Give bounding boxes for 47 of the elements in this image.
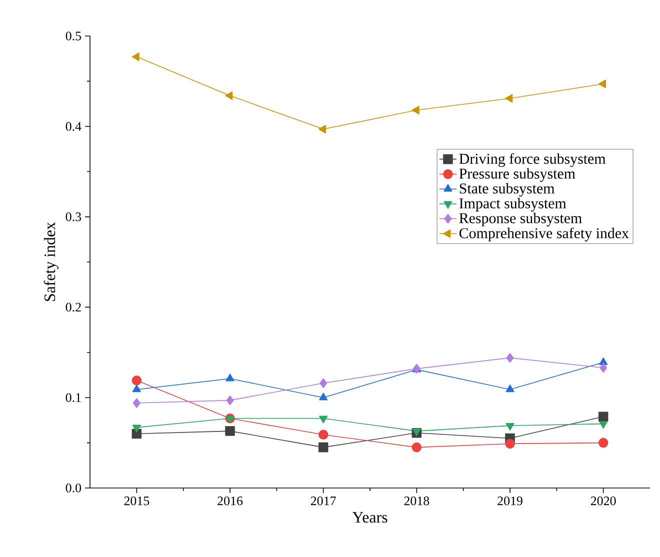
point [319, 416, 328, 424]
y-tick-label: 0.3 [66, 212, 82, 222]
y-tick-label: 0.0 [66, 484, 82, 492]
x-tick-label: 2015 [124, 496, 150, 506]
point [412, 442, 422, 452]
point [318, 430, 328, 440]
x-tick-label: 2020 [590, 496, 616, 506]
point [319, 392, 328, 400]
x-tick-label: 2016 [218, 496, 243, 506]
legend-label: Pressure subsystem [459, 168, 576, 182]
point [225, 426, 235, 436]
legend-label: Impact subsystem [459, 198, 566, 212]
y-axis-title: Safety index [44, 222, 58, 301]
point [132, 398, 140, 408]
point [506, 422, 514, 431]
point [599, 421, 608, 429]
x-tick-label: 2017 [310, 496, 336, 506]
point [132, 376, 142, 386]
point [318, 442, 328, 452]
x-axis-title: Years [352, 512, 388, 523]
legend-label: Driving force subsystem [459, 153, 606, 167]
point [226, 395, 234, 406]
point [132, 384, 141, 392]
point [505, 438, 515, 449]
x-tick-label: 2019 [498, 496, 522, 506]
y-tick-label: 0.1 [66, 393, 81, 402]
legend-label: Comprehensive safety index [459, 228, 629, 242]
point [506, 352, 514, 363]
point [318, 124, 326, 134]
point [598, 438, 608, 448]
x-tick-label: 2018 [404, 496, 430, 506]
point [598, 412, 608, 422]
y-tick-label: 0.2 [66, 302, 81, 312]
point [600, 362, 608, 373]
point [505, 94, 513, 103]
y-tick-label: 0.4 [66, 122, 82, 131]
point [598, 80, 606, 88]
point [225, 91, 233, 100]
point [320, 378, 328, 388]
legend-label: State subsystem [460, 183, 555, 197]
point [412, 106, 420, 114]
legend-label: Response subsystem [459, 212, 582, 226]
point [226, 374, 234, 382]
point [132, 424, 141, 432]
point [132, 52, 140, 62]
y-tick-label: 0.5 [66, 32, 82, 40]
point [506, 384, 514, 392]
